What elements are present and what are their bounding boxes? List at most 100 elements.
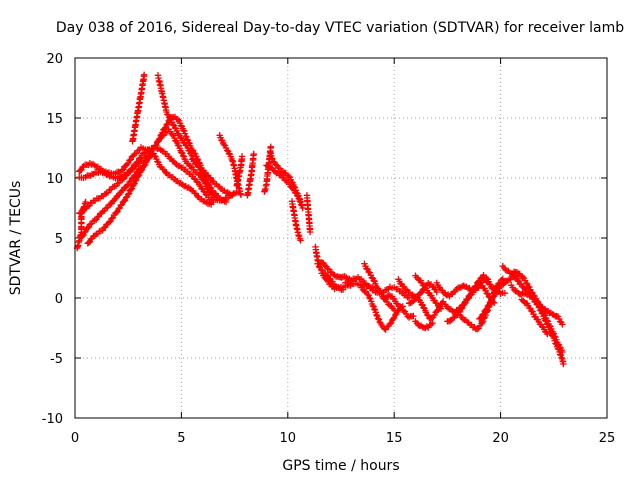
data-point — [78, 209, 86, 216]
data-point — [179, 152, 187, 159]
y-tick-label: -5 — [50, 352, 63, 367]
data-point — [272, 161, 279, 168]
data-point — [437, 305, 445, 312]
data-point — [78, 210, 85, 217]
data-point — [278, 173, 286, 181]
data-point — [77, 167, 84, 174]
y-tick-label: 5 — [55, 232, 63, 247]
data-point — [373, 311, 380, 319]
data-point — [306, 228, 314, 236]
data-point — [374, 315, 382, 322]
data-point — [466, 292, 474, 299]
data-point — [156, 135, 163, 143]
data-point — [463, 296, 470, 304]
data-point — [559, 321, 566, 328]
data-point — [195, 163, 202, 170]
data-point — [433, 288, 440, 296]
data-point — [395, 303, 403, 310]
data-point — [126, 157, 133, 164]
data-point — [482, 306, 489, 314]
data-point — [130, 181, 137, 189]
data-point — [475, 278, 482, 285]
data-point — [297, 237, 304, 244]
data-point — [138, 166, 146, 173]
data-point — [122, 173, 129, 180]
data-point — [169, 121, 177, 128]
data-point — [423, 323, 431, 330]
data-point — [85, 239, 93, 246]
data-point — [402, 286, 409, 293]
data-point — [220, 141, 228, 148]
data-point — [366, 294, 373, 302]
data-point — [495, 285, 502, 292]
data-point — [363, 265, 370, 272]
data-point — [485, 301, 493, 309]
data-point — [159, 129, 166, 136]
data-point — [479, 311, 486, 318]
data-point — [493, 288, 500, 296]
data-point — [431, 311, 438, 319]
y-tick-label: 15 — [46, 112, 63, 127]
data-point — [389, 315, 397, 323]
data-point — [120, 198, 128, 205]
data-point — [483, 305, 490, 313]
data-point — [264, 163, 272, 170]
data-point — [125, 191, 132, 198]
x-axis-label: GPS time / hours — [282, 458, 399, 474]
data-point — [544, 330, 551, 338]
data-point — [459, 315, 467, 323]
data-point — [118, 187, 126, 195]
data-point — [387, 319, 395, 327]
data-point — [140, 162, 148, 169]
data-point — [392, 311, 399, 319]
data-point — [458, 305, 465, 313]
data-point — [400, 307, 407, 314]
data-point — [161, 125, 168, 132]
data-point — [444, 305, 452, 312]
data-point — [110, 196, 118, 204]
data-point — [187, 163, 194, 170]
data-point — [178, 149, 185, 156]
data-point — [461, 300, 468, 308]
data-point — [107, 200, 114, 208]
data-point — [473, 326, 481, 333]
x-tick-label: 20 — [492, 431, 509, 446]
data-point — [167, 115, 174, 122]
y-tick-label: 10 — [46, 172, 63, 187]
data-point — [487, 297, 495, 305]
data-point — [233, 189, 240, 196]
data-point — [162, 124, 169, 131]
data-series — [73, 71, 567, 368]
y-tick-label: -10 — [42, 412, 63, 427]
x-tick-label: 10 — [280, 431, 297, 446]
data-point — [135, 172, 142, 180]
data-point — [145, 155, 152, 162]
data-point — [373, 284, 381, 292]
data-point — [126, 178, 133, 186]
data-point — [365, 268, 372, 276]
data-point — [197, 169, 204, 176]
data-point — [417, 289, 424, 297]
data-point — [386, 292, 393, 299]
data-point — [376, 287, 383, 295]
data-point — [283, 177, 290, 185]
data-point — [208, 176, 216, 184]
data-point — [250, 150, 257, 158]
data-point — [464, 295, 471, 303]
data-point — [118, 167, 126, 174]
data-point — [149, 146, 156, 153]
x-tick-label: 25 — [599, 431, 616, 446]
data-point — [298, 201, 305, 208]
data-point — [113, 209, 120, 216]
data-point — [383, 323, 391, 331]
data-point — [371, 305, 378, 313]
data-point — [80, 204, 87, 212]
data-point — [94, 213, 101, 221]
data-point — [290, 183, 298, 190]
data-point — [506, 269, 514, 276]
data-point — [522, 279, 530, 287]
data-point — [391, 314, 398, 322]
plot-frame — [74, 57, 608, 419]
data-point — [132, 177, 139, 184]
